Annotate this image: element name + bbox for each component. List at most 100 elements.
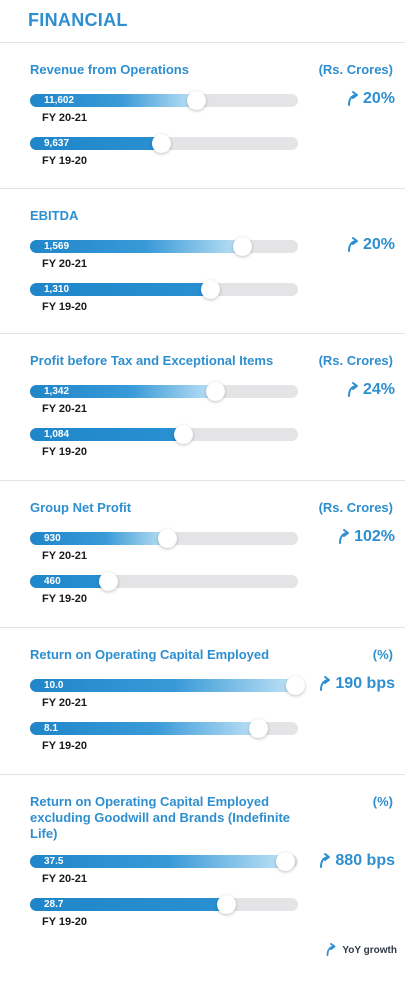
bar-fill <box>30 94 196 107</box>
metric-unit: (%) <box>372 794 393 809</box>
bar-year-label: FY 20-21 <box>42 258 88 270</box>
bar-fill <box>30 575 108 588</box>
metric-section: EBITDA 20% 1,569 FY 20-21 1,310 FY 19-20 <box>0 188 405 334</box>
bar-fill <box>30 898 226 911</box>
bar-year-label: FY 19-20 <box>42 446 88 458</box>
bar-knob <box>158 529 177 548</box>
metric-section: Revenue from Operations (Rs. Crores) 20% 11… <box>0 42 405 188</box>
curved-up-arrow-icon <box>347 237 358 252</box>
bar-year-label: FY 19-20 <box>42 740 88 752</box>
bar-value-label: 9,637 <box>44 138 70 149</box>
bar-value-label: 11,602 <box>44 95 75 106</box>
header: FINANCIAL <box>0 0 405 42</box>
bar-fill <box>30 532 167 545</box>
growth-indicator: 880 bps <box>317 852 395 870</box>
bar-row: 1,569 FY 20-21 <box>0 237 405 284</box>
section-divider <box>0 333 405 334</box>
bar-fill <box>30 283 210 296</box>
growth-value: 24% <box>362 381 395 398</box>
growth-indicator: 20% <box>345 236 395 254</box>
bar-year-label: FY 20-21 <box>42 112 88 124</box>
bar-value-label: 8.1 <box>44 723 58 734</box>
bar-knob <box>276 852 295 871</box>
bar-fill <box>30 137 161 150</box>
section-divider <box>0 627 405 628</box>
bar-knob <box>217 895 236 914</box>
metric-unit: (Rs. Crores) <box>318 500 393 515</box>
bar-value-label: 28.7 <box>44 899 64 910</box>
metric-unit: (Rs. Crores) <box>318 353 393 368</box>
metric-title: EBITDA <box>30 208 79 223</box>
metric-section: Profit before Tax and Exceptional Items (… <box>0 333 405 479</box>
legend: YoY growth <box>324 942 397 958</box>
bar-fill <box>30 428 183 441</box>
bar-knob <box>174 425 193 444</box>
bar-knob <box>233 237 252 256</box>
section-divider <box>0 774 405 775</box>
curved-up-arrow-icon <box>347 91 358 106</box>
bar-fill <box>30 385 215 398</box>
page-title: FINANCIAL <box>28 10 128 30</box>
bar-knob <box>201 280 220 299</box>
bar-year-label: FY 19-20 <box>42 916 88 928</box>
growth-indicator: 24% <box>345 381 395 399</box>
bar-row: 460 FY 19-20 <box>0 572 405 619</box>
curved-up-arrow-icon <box>320 676 331 691</box>
metric-title: Profit before Tax and Exceptional Items <box>30 353 274 368</box>
section-divider <box>0 188 405 189</box>
bar-year-label: FY 20-21 <box>42 873 88 885</box>
bar-knob <box>152 134 171 153</box>
bar-value-label: 1,310 <box>44 284 70 295</box>
bar-knob <box>249 719 268 738</box>
bar-row: 28.7 FY 19-20 <box>0 895 405 942</box>
bar-fill <box>30 240 242 253</box>
bar-row: 930 FY 20-21 <box>0 529 405 576</box>
metric-title: Group Net Profit <box>30 500 132 515</box>
bar-year-label: FY 20-21 <box>42 697 88 709</box>
bar-knob <box>206 382 225 401</box>
bar-row: 10.0 FY 20-21 <box>0 676 405 723</box>
bar-value-label: 1,569 <box>44 241 70 252</box>
bar-fill <box>30 722 258 735</box>
bar-value-label: 1,342 <box>44 386 70 397</box>
bar-value-label: 10.0 <box>44 680 64 691</box>
section-divider <box>0 42 405 43</box>
curved-up-arrow-icon <box>347 382 358 397</box>
bar-year-label: FY 19-20 <box>42 155 88 167</box>
growth-indicator: 20% <box>345 90 395 108</box>
growth-value: 102% <box>354 528 395 545</box>
growth-value: 880 bps <box>335 852 395 869</box>
bar-row: 11,602 FY 20-21 <box>0 91 405 138</box>
bar-knob <box>99 572 118 591</box>
bar-value-label: 1,084 <box>44 429 70 440</box>
growth-value: 20% <box>362 90 395 107</box>
metric-title: Return on Operating Capital Employed <box>30 647 270 662</box>
metric-section: Return on Operating Capital Employed (%) 1… <box>0 627 405 773</box>
growth-indicator: 190 bps <box>317 675 395 693</box>
bar-fill <box>30 679 295 692</box>
section-divider <box>0 480 405 481</box>
legend-label: YoY growth <box>342 944 397 956</box>
bar-year-label: FY 20-21 <box>42 550 88 562</box>
metric-unit: (Rs. Crores) <box>318 62 393 77</box>
bar-value-label: 930 <box>44 533 61 544</box>
bar-fill <box>30 855 285 868</box>
bar-year-label: FY 19-20 <box>42 301 88 313</box>
metric-section: Return on Operating Capital Employed exc… <box>0 774 405 928</box>
bar-row: 1,084 FY 19-20 <box>0 425 405 472</box>
bar-value-label: 460 <box>44 576 61 587</box>
bar-knob <box>286 676 305 695</box>
metric-title: Revenue from Operations <box>30 62 189 77</box>
bar-row: 9,637 FY 19-20 <box>0 134 405 181</box>
bar-year-label: FY 20-21 <box>42 403 88 415</box>
bar-row: 8.1 FY 19-20 <box>0 719 405 766</box>
growth-value: 20% <box>362 236 395 253</box>
metric-unit: (%) <box>372 647 393 662</box>
bar-row: 37.5 FY 20-21 <box>0 852 405 899</box>
growth-indicator: 102% <box>336 528 395 546</box>
metric-title: Return on Operating Capital Employed exc… <box>30 794 291 841</box>
bar-year-label: FY 19-20 <box>42 593 88 605</box>
curved-up-arrow-icon <box>326 943 336 957</box>
growth-value: 190 bps <box>335 675 395 692</box>
bar-row: 1,310 FY 19-20 <box>0 280 405 327</box>
